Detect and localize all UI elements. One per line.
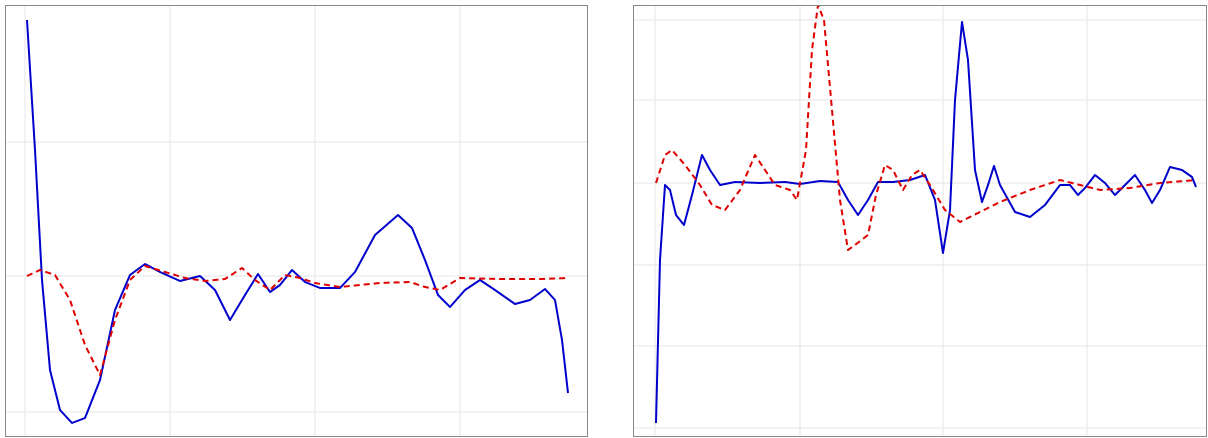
data-line — [655, 5, 1197, 251]
data-line — [26, 265, 569, 376]
plot-border — [633, 5, 1207, 437]
left-chart — [5, 5, 588, 437]
right-chart — [633, 5, 1207, 437]
data-line — [26, 19, 569, 424]
plot-border — [5, 5, 588, 437]
data-line — [655, 21, 1197, 424]
